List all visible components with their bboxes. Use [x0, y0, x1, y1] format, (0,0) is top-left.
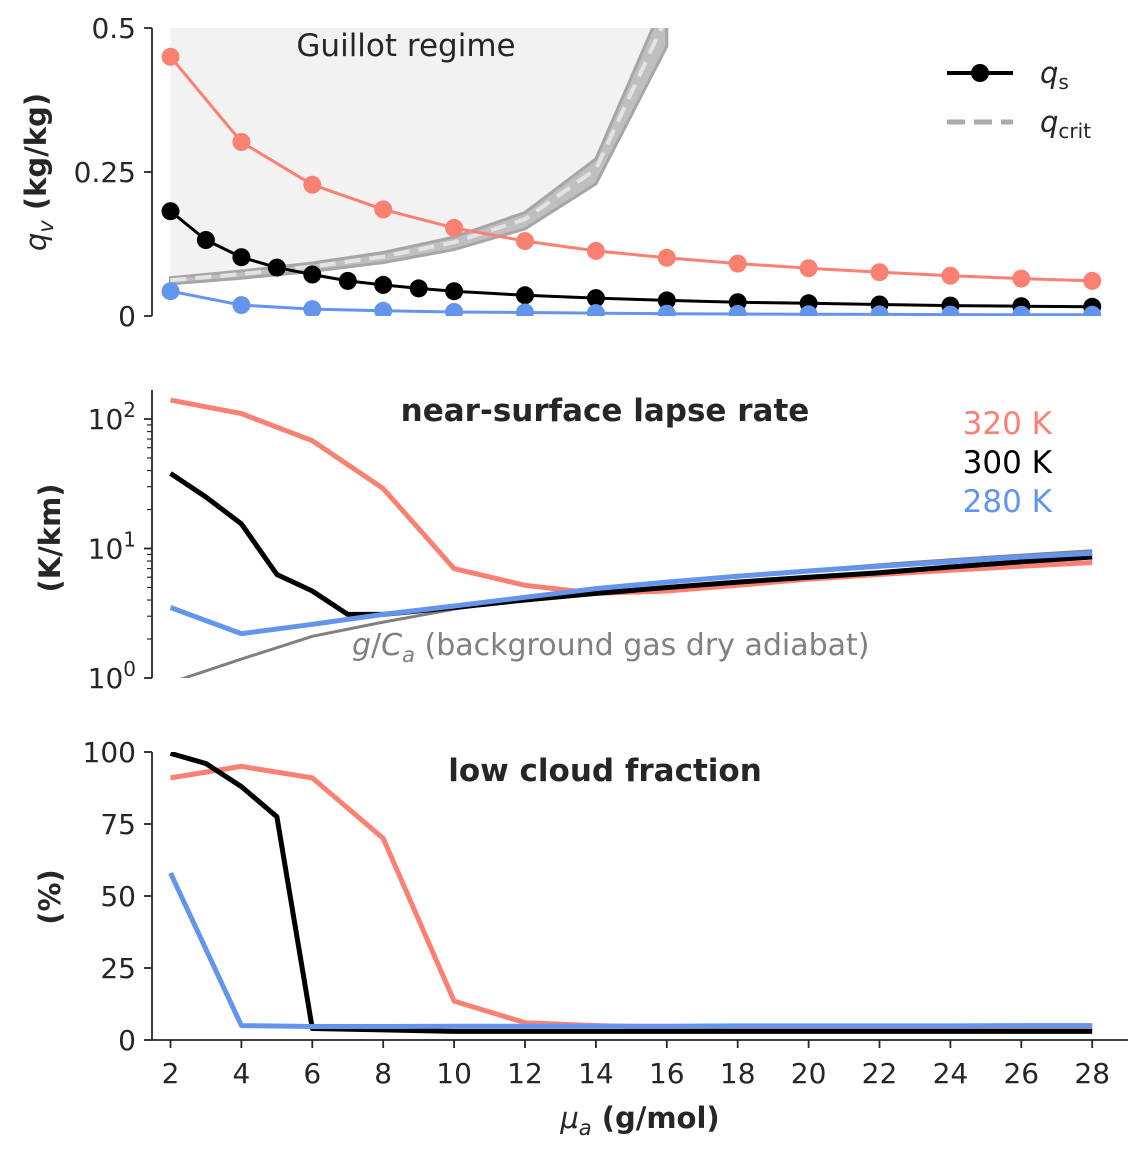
- qs-280k-point: [161, 282, 180, 301]
- qs-300k-point: [445, 282, 464, 301]
- middle-y-axis-label: (K/km): [33, 483, 67, 592]
- x-axis-label: μa (g/mol): [559, 1101, 719, 1140]
- panel-middle: near-surface lapse rate 100 101 102 (K/km)…: [33, 390, 1093, 695]
- qs-300k-point: [409, 279, 428, 298]
- cloud-280k-line: [168, 871, 1093, 1029]
- legend-qcrit-label: qcrit: [1040, 105, 1091, 143]
- bottom-y-tick-label: 0: [118, 1024, 136, 1057]
- guillot-regime-label: Guillot regime: [296, 28, 515, 64]
- qs-300k-point: [516, 286, 534, 305]
- qs-320k-point: [799, 259, 818, 278]
- qs-280k-point: [445, 303, 464, 316]
- qs-300k-point: [586, 289, 605, 308]
- qs-280k-point: [232, 296, 251, 315]
- middle-y-tick-label: 102: [88, 398, 136, 436]
- qs-280k-point: [374, 301, 393, 316]
- legend: qs qcrit: [947, 56, 1091, 143]
- legend-qs-label: qs: [1040, 56, 1069, 94]
- qs-300k-point: [161, 202, 180, 221]
- qs-320k-line: [169, 55, 1093, 283]
- middle-y-tick-label: 100: [88, 657, 136, 695]
- qs-280k-point: [728, 305, 747, 316]
- x-tick-label: 8: [374, 1057, 392, 1090]
- qs-320k-point: [374, 200, 393, 219]
- guillot-regime-shade: [170, 28, 667, 281]
- x-tick-label: 4: [232, 1057, 250, 1090]
- qs-300k-point: [196, 231, 215, 249]
- top-y-tick-label: 0.25: [74, 156, 136, 189]
- bottom-y-tick-label: 100: [83, 736, 136, 769]
- qs-280k-point: [941, 305, 960, 316]
- temp-label-280: 280 K: [963, 484, 1053, 520]
- qs-300k-point: [338, 271, 357, 290]
- x-tick-label: 24: [933, 1057, 969, 1090]
- cloud-fraction-title: low cloud fraction: [448, 753, 762, 789]
- top-y-tick-label: 0: [118, 300, 136, 333]
- qs-280k-point: [516, 303, 534, 316]
- qcrit-line: [170, 28, 664, 283]
- temp-label-300: 300 K: [963, 445, 1053, 481]
- x-tick-label: 22: [862, 1057, 898, 1090]
- top-y-axis-label: qv (kg/kg): [19, 93, 58, 251]
- qs-280k-point: [586, 304, 605, 316]
- qs-320k-point: [232, 133, 251, 151]
- x-tick-label: 12: [507, 1057, 543, 1090]
- qs-320k-point: [516, 232, 534, 251]
- x-tick-label: 20: [791, 1057, 827, 1090]
- qs-320k-point: [657, 248, 676, 267]
- bottom-y-tick-label: 75: [100, 808, 136, 841]
- qs-300k-point: [374, 275, 393, 294]
- qcrit-band: [169, 28, 669, 286]
- qs-280k-line: [170, 289, 1093, 316]
- qs-320k-point: [728, 254, 747, 273]
- top-y-tick-label: 0.5: [91, 12, 136, 45]
- qs-300k-point: [303, 265, 322, 284]
- qs-280k-point: [303, 300, 322, 316]
- qs-320k-point: [1012, 269, 1031, 288]
- qs-280k-point: [657, 304, 676, 316]
- qs-320k-point: [586, 241, 605, 260]
- x-tick-label: 26: [1003, 1057, 1039, 1090]
- x-tick-label: 10: [436, 1057, 472, 1090]
- qs-280k-point: [1083, 305, 1102, 316]
- x-tick-label: 6: [303, 1057, 321, 1090]
- qs-280k-point: [1012, 305, 1031, 316]
- bottom-y-axis-label: (%): [33, 869, 67, 925]
- qs-280k-point: [799, 305, 818, 316]
- lapse-280k-line: [169, 550, 1093, 637]
- qs-320k-point: [161, 47, 180, 66]
- lapse-rate-title: near-surface lapse rate: [401, 393, 810, 429]
- qs-300k-point: [267, 258, 286, 277]
- cloud-320k-line: [170, 763, 1093, 1031]
- middle-y-tick-label: 101: [88, 528, 136, 566]
- qs-300k-point: [232, 248, 251, 267]
- cloud-300k-line: [169, 752, 1093, 1034]
- bottom-y-tick-label: 25: [100, 952, 136, 985]
- x-tick-label: 2: [162, 1057, 180, 1090]
- dry-adiabat-annotation: g/Ca (background gas dry adiabat): [352, 628, 870, 667]
- qs-320k-point: [445, 218, 464, 237]
- temp-label-320: 320 K: [963, 406, 1053, 442]
- qs-320k-point: [941, 266, 960, 285]
- qs-320k-point: [303, 175, 322, 194]
- x-tick-label: 14: [578, 1057, 614, 1090]
- panel-top: Guillot regime 0 0.25 0.5 qv (kg/kg) qs qc…: [19, 12, 1102, 333]
- lapse-300k-line: [169, 471, 1093, 617]
- bottom-y-tick-label: 50: [100, 880, 136, 913]
- qs-300k-point: [657, 291, 676, 310]
- x-tick-label: 18: [720, 1057, 756, 1090]
- legend-qs-marker: [971, 64, 989, 82]
- qs-280k-point: [870, 305, 889, 316]
- qs-320k-point: [870, 263, 889, 282]
- qs-320k-point: [1083, 271, 1102, 290]
- x-tick-label: 28: [1074, 1057, 1110, 1090]
- x-tick-label: 16: [649, 1057, 685, 1090]
